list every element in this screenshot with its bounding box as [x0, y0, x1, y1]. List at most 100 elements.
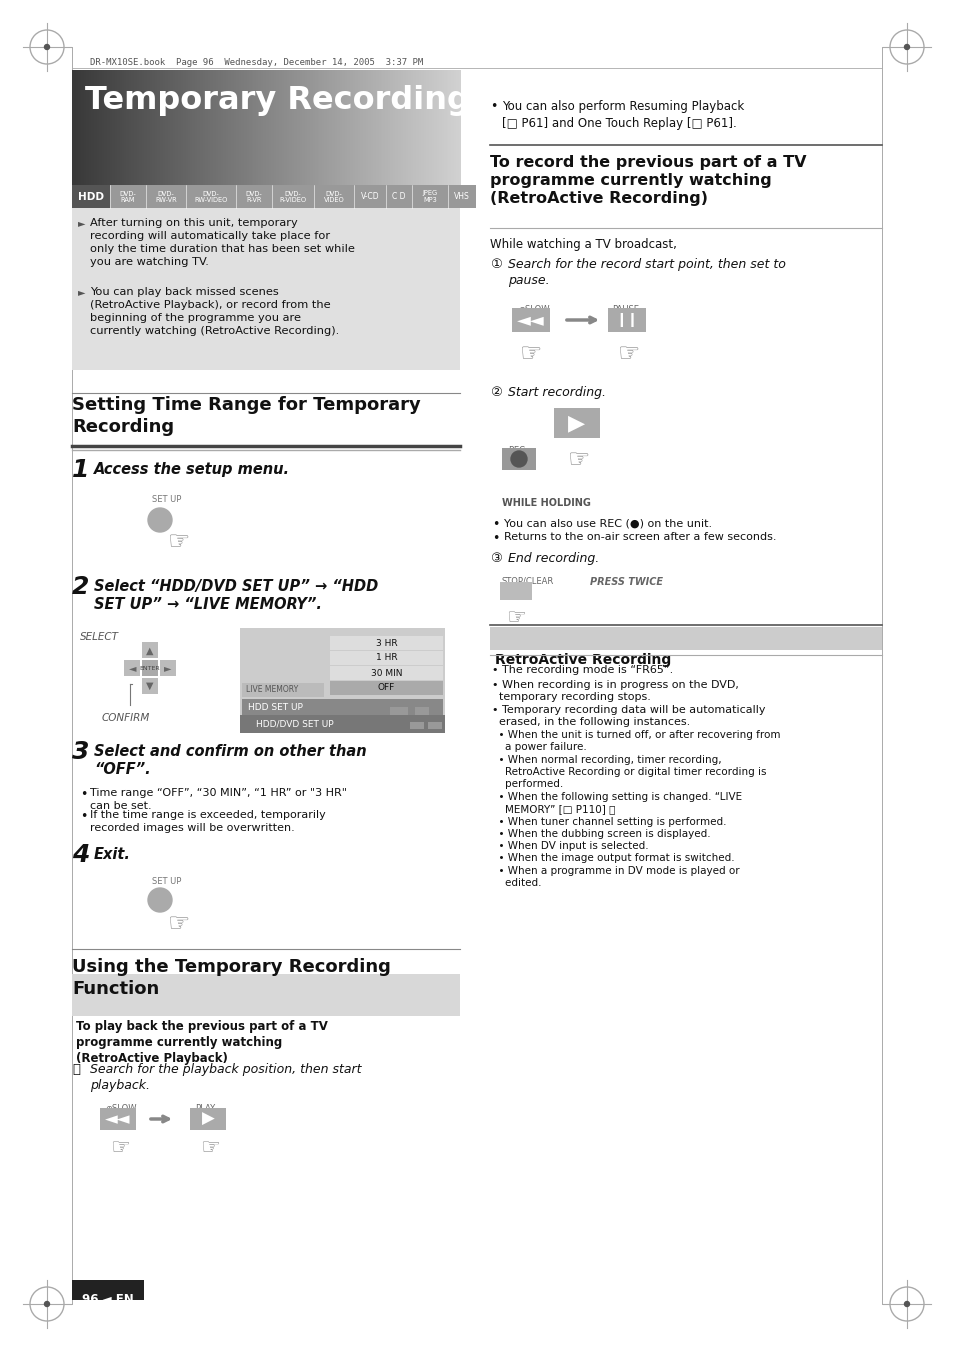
- Bar: [271, 70, 274, 185]
- Bar: [310, 70, 312, 185]
- Bar: [262, 70, 264, 185]
- Bar: [124, 661, 140, 676]
- Bar: [322, 70, 325, 185]
- Bar: [215, 70, 217, 185]
- Bar: [458, 70, 460, 185]
- Text: •: •: [80, 788, 88, 801]
- Text: DVD-: DVD-: [284, 190, 301, 196]
- Bar: [226, 70, 228, 185]
- Text: RW-VIDEO: RW-VIDEO: [194, 196, 228, 203]
- Bar: [284, 70, 286, 185]
- Bar: [274, 70, 277, 185]
- Bar: [256, 70, 259, 185]
- Bar: [200, 70, 202, 185]
- Bar: [71, 185, 110, 208]
- Bar: [78, 70, 81, 185]
- Bar: [440, 70, 442, 185]
- Text: ③: ③: [490, 553, 501, 565]
- Circle shape: [45, 1301, 50, 1306]
- Text: ⊕SLOW: ⊕SLOW: [105, 1104, 136, 1113]
- Bar: [108, 70, 111, 185]
- Bar: [242, 698, 442, 715]
- Bar: [161, 70, 163, 185]
- Bar: [245, 70, 248, 185]
- Bar: [80, 70, 82, 185]
- Bar: [382, 70, 384, 185]
- Bar: [154, 70, 157, 185]
- Bar: [418, 70, 420, 185]
- Bar: [117, 70, 119, 185]
- Bar: [338, 70, 340, 185]
- Bar: [452, 70, 454, 185]
- Bar: [435, 70, 437, 185]
- Text: DVD-: DVD-: [157, 190, 174, 196]
- Text: • When normal recording, timer recording,: • When normal recording, timer recording…: [492, 755, 720, 765]
- Bar: [364, 70, 366, 185]
- Bar: [409, 70, 412, 185]
- Bar: [430, 70, 432, 185]
- Bar: [350, 70, 352, 185]
- Text: 30 MIN: 30 MIN: [371, 669, 402, 677]
- Bar: [455, 70, 456, 185]
- Bar: [425, 70, 427, 185]
- Text: • When a programme in DV mode is played or: • When a programme in DV mode is played …: [492, 866, 739, 875]
- Bar: [165, 70, 167, 185]
- Text: ☞: ☞: [519, 342, 542, 366]
- Bar: [293, 70, 295, 185]
- Bar: [354, 185, 386, 208]
- Text: 96 ◄ EN: 96 ◄ EN: [82, 1293, 133, 1306]
- Bar: [260, 70, 263, 185]
- Bar: [86, 70, 89, 185]
- Bar: [393, 70, 395, 185]
- Bar: [292, 70, 294, 185]
- Bar: [400, 70, 402, 185]
- Bar: [298, 70, 300, 185]
- Bar: [401, 70, 404, 185]
- Text: Search for the record start point, then set to
pause.: Search for the record start point, then …: [507, 258, 785, 286]
- Bar: [351, 70, 354, 185]
- Text: REC: REC: [507, 446, 524, 455]
- Text: ►: ►: [164, 663, 172, 673]
- Bar: [282, 70, 285, 185]
- Bar: [345, 70, 347, 185]
- Bar: [146, 185, 186, 208]
- Bar: [201, 70, 203, 185]
- Bar: [302, 70, 304, 185]
- Bar: [394, 70, 395, 185]
- Bar: [172, 70, 173, 185]
- Bar: [118, 70, 121, 185]
- Bar: [147, 70, 150, 185]
- Bar: [264, 70, 267, 185]
- Text: • The recording mode is “FR65”.: • The recording mode is “FR65”.: [492, 665, 673, 676]
- Bar: [130, 70, 132, 185]
- Bar: [391, 70, 394, 185]
- Text: Time range “OFF”, “30 MIN”, “1 HR” or "3 HR"
can be set.: Time range “OFF”, “30 MIN”, “1 HR” or "3…: [90, 788, 347, 811]
- Bar: [174, 70, 176, 185]
- Bar: [224, 70, 227, 185]
- Bar: [124, 70, 126, 185]
- Bar: [103, 70, 105, 185]
- Bar: [142, 70, 144, 185]
- Bar: [269, 70, 271, 185]
- Bar: [157, 70, 159, 185]
- Bar: [353, 70, 355, 185]
- Bar: [213, 70, 215, 185]
- Bar: [397, 70, 400, 185]
- Bar: [136, 70, 139, 185]
- Bar: [281, 70, 283, 185]
- Bar: [208, 70, 210, 185]
- Bar: [92, 70, 95, 185]
- Text: While watching a TV broadcast,: While watching a TV broadcast,: [490, 238, 677, 251]
- Text: DVD-: DVD-: [245, 190, 262, 196]
- Text: You can play back missed scenes
(RetroActive Playback), or record from the
begin: You can play back missed scenes (RetroAc…: [90, 286, 339, 336]
- Bar: [233, 70, 234, 185]
- Text: R-VR: R-VR: [246, 196, 261, 203]
- Text: End recording.: End recording.: [507, 553, 598, 565]
- Text: You can also use REC (●) on the unit.: You can also use REC (●) on the unit.: [503, 517, 711, 528]
- Text: To play back the previous part of a TV
programme currently watching
(RetroActive: To play back the previous part of a TV p…: [76, 1020, 328, 1065]
- Bar: [343, 70, 346, 185]
- Text: 3 HR: 3 HR: [375, 639, 396, 647]
- Bar: [71, 1279, 144, 1300]
- Bar: [129, 70, 132, 185]
- Bar: [214, 70, 216, 185]
